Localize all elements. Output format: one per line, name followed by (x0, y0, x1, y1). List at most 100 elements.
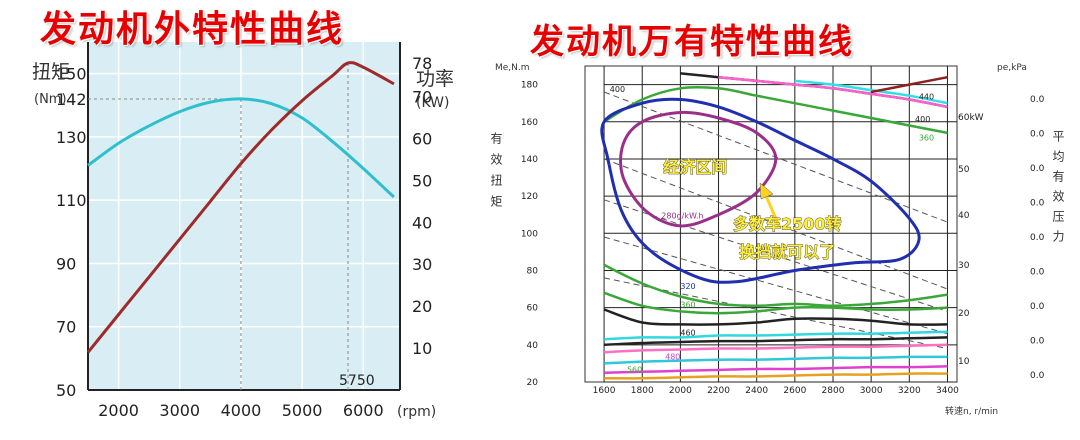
torque-tick-label: 160 (521, 118, 538, 128)
torque-axis-label: 扭矩 (32, 61, 70, 83)
rpm-tick-label: 2000 (669, 386, 692, 396)
rpm-axis-unit: (rpm) (397, 404, 436, 420)
pressure-tick-label: 0.0 (1030, 199, 1045, 209)
arrow-shaft (764, 195, 782, 229)
contour-value-label: 280g/kW.h (661, 211, 703, 220)
rpm-tick-label: 2600 (783, 386, 806, 396)
universal-chart-title: 发动机万有特性曲线 (530, 22, 854, 62)
rpm-tick-label: 3000 (159, 401, 200, 420)
torque-tick-label: 130 (56, 128, 87, 147)
contour-series-line (870, 75, 948, 94)
power-tick-label: 40 (412, 213, 432, 232)
rpm-tick-label: 2000 (98, 401, 139, 420)
pressure-tick-label: 0.0 (1030, 164, 1045, 174)
torque-tick-label: 50 (56, 381, 76, 400)
contour-series-line (604, 336, 948, 347)
pressure-tick-label: 0.0 (1030, 302, 1045, 312)
arrow-head (759, 182, 774, 200)
contour-series-line (604, 372, 948, 380)
rpm-tick-label: 6000 (343, 401, 384, 420)
contour-series-line (603, 291, 948, 315)
power-tick-label: 60 (412, 129, 432, 148)
power-curve-line (603, 158, 948, 290)
torque-chart-title: 发动机外特性曲线 (40, 9, 345, 50)
contour-value-label: 400 (610, 85, 625, 94)
power-tick-label: 60kW (958, 113, 984, 123)
torque-tick-label: 180 (521, 81, 538, 91)
power-tick-label: 10 (958, 357, 970, 367)
universal-characteristic-panel: 发动机万有特性曲线 20 40 60 80 100 120 140 160 180 1600 180… (489, 0, 1080, 436)
contour-value-label: 360 (680, 301, 695, 310)
torque-tick-label: 120 (521, 192, 538, 202)
pressure-tick-label: 0.0 (1030, 95, 1045, 105)
contour-series-line (718, 75, 948, 109)
power-axis-unit: (KW) (416, 95, 449, 111)
peak-power-rpm-label: 5750 (339, 373, 375, 389)
shift-note-line-1: 多数车2500转 (733, 215, 842, 234)
contour-value-label: 360 (919, 133, 934, 142)
power-curve-line (603, 199, 948, 312)
power-series-line (86, 61, 395, 354)
contour-series-line (604, 355, 948, 365)
tick-labels: 150 142 130 110 90 70 50 78 70 60 50 40 30 20 10 2000 30… (56, 54, 432, 420)
power-tick-label: 78 (412, 54, 432, 73)
power-tick-label: 10 (412, 339, 432, 358)
power-tick-label: 50 (412, 171, 432, 190)
torque-tick-label: 60 (527, 304, 539, 314)
torque-power-chart-panel: 发动机外特性曲线 150 142 130 110 90 70 50 78 70 60 50 40 30 2… (0, 0, 488, 436)
torque-series-line (87, 97, 395, 199)
torque-tick-label: 70 (56, 318, 76, 337)
torque-tick-label: 80 (527, 266, 539, 276)
plot-background (88, 42, 400, 390)
rpm-tick-label: 3400 (936, 386, 959, 396)
rpm-tick-label: 5000 (282, 401, 323, 420)
contour-series-line (794, 79, 948, 105)
pressure-tick-label: 0.0 (1030, 371, 1045, 381)
contour-series-line (604, 364, 948, 374)
blue-contour-loop (600, 97, 921, 284)
pressure-tick-label: 0.0 (1030, 337, 1045, 347)
contour-value-label: 480 (665, 353, 680, 362)
contour-labels: 400 280g/kW.h 320 360 460 480 560 360 400 440 (610, 85, 934, 375)
rpm-axis-label: 转速n, r/min (945, 405, 998, 417)
power-axis-label: 功率 (416, 68, 454, 90)
rpm-tick-label: 3200 (898, 386, 921, 396)
torque-axis-unit: (Nm) (34, 92, 67, 107)
power-tick-label: 30 (958, 261, 970, 271)
rpm-tick-label: 2800 (822, 386, 845, 396)
economy-zone-label: 经济区间 (663, 157, 727, 176)
contour-series-line (603, 308, 948, 326)
contour-value-label: 320 (680, 282, 695, 291)
power-tick-label: 30 (412, 255, 432, 274)
pressure-tick-label: 0.0 (1030, 130, 1045, 140)
grid (603, 66, 957, 383)
contour-series-line (603, 263, 948, 308)
contour-series-line (604, 330, 948, 341)
pressure-tick-label: 0.0 (1030, 233, 1045, 243)
contour-value-label: 440 (919, 92, 934, 101)
torque-tick-label: 90 (56, 254, 76, 273)
power-tick-label: 50 (958, 165, 970, 175)
power-tick-label: 20 (412, 297, 432, 316)
rpm-tick-label: 2400 (745, 386, 768, 396)
rpm-tick-label: 4000 (221, 401, 262, 420)
pressure-axis-label: 平均有效压力 (1051, 130, 1065, 250)
contour-value-label: 400 (915, 115, 930, 124)
contour-value-label: 560 (627, 366, 642, 375)
torque-tick-label: 40 (527, 341, 539, 351)
economy-zone-loop (619, 110, 778, 228)
contour-series (603, 72, 948, 380)
rpm-tick-label: 2200 (707, 386, 730, 396)
power-tick-label: 40 (958, 211, 970, 221)
y-axis-unit: Me,N.m (495, 63, 530, 73)
universal-characteristic-chart: 20 40 60 80 100 120 140 160 180 1600 1800 2000 2200 2… (489, 63, 1065, 417)
torque-axis-label: 有效扭矩 (490, 132, 503, 216)
power-curve-line (603, 277, 948, 350)
torque-tick-label: 110 (56, 191, 87, 210)
power-tick-label: 20 (958, 309, 970, 319)
contour-series-line (604, 343, 948, 354)
rpm-tick-label: 1800 (631, 386, 654, 396)
torque-tick-label: 140 (521, 155, 538, 165)
power-tick-label: 70 (412, 88, 432, 107)
torque-tick-label: 142 (56, 90, 87, 109)
